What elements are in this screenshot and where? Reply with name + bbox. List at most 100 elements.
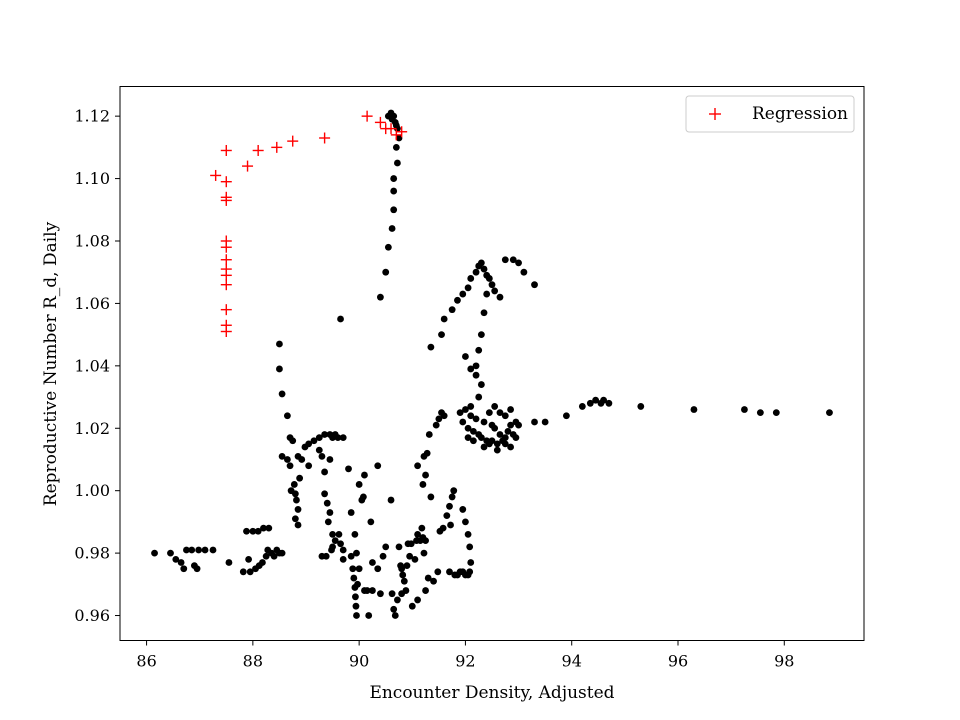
data-point xyxy=(470,437,477,445)
data-point xyxy=(374,462,382,470)
data-point xyxy=(741,406,748,413)
data-point xyxy=(563,412,570,420)
y-axis-ticks: 0.96 0.98 1.00 1.02 1.04 1.06 1.08 1.10 1.12 xyxy=(74,107,120,625)
data-point xyxy=(363,587,371,594)
data-point xyxy=(329,530,336,538)
data-point xyxy=(422,537,429,545)
data-point xyxy=(293,496,300,504)
data-point xyxy=(335,530,343,538)
data-point xyxy=(501,434,509,442)
data-point xyxy=(361,471,368,479)
data-point xyxy=(394,159,401,167)
data-point xyxy=(183,546,190,554)
data-point xyxy=(515,259,522,267)
data-point xyxy=(427,493,435,501)
data-point xyxy=(390,112,398,120)
data-point xyxy=(331,537,339,545)
data-point xyxy=(414,596,421,604)
data-point xyxy=(315,446,323,454)
data-point xyxy=(290,481,298,488)
data-point xyxy=(435,415,443,423)
regression-point xyxy=(210,169,222,181)
data-point xyxy=(541,418,549,426)
data-point xyxy=(509,256,517,264)
data-point xyxy=(690,406,698,413)
data-point xyxy=(472,415,480,423)
data-point xyxy=(427,343,435,351)
data-point xyxy=(480,418,488,426)
data-point xyxy=(326,456,334,463)
data-point xyxy=(454,296,461,304)
data-point xyxy=(225,559,233,566)
data-point xyxy=(520,268,528,276)
regression-point xyxy=(220,269,232,281)
data-point xyxy=(406,552,414,560)
data-point xyxy=(246,568,254,576)
data-point xyxy=(321,490,328,498)
data-point xyxy=(496,409,504,417)
data-point xyxy=(756,409,764,417)
data-point xyxy=(352,602,360,610)
data-point xyxy=(284,456,291,463)
data-point xyxy=(326,509,334,516)
regression-point xyxy=(220,241,232,253)
data-point xyxy=(464,424,472,432)
regression-point xyxy=(220,304,232,316)
data-point xyxy=(382,268,390,276)
data-point xyxy=(507,406,514,413)
data-point xyxy=(324,518,332,526)
regression-point xyxy=(220,194,232,206)
data-point xyxy=(446,568,453,576)
data-point xyxy=(493,446,501,454)
data-point xyxy=(418,524,426,532)
data-point xyxy=(448,306,456,314)
data-point xyxy=(353,549,360,557)
data-point xyxy=(480,309,488,317)
data-point xyxy=(388,225,396,232)
legend-marker-plus xyxy=(709,108,721,120)
regression-point xyxy=(220,326,232,338)
data-point xyxy=(496,431,504,438)
data-point xyxy=(475,346,483,354)
data-point xyxy=(447,521,454,529)
data-point xyxy=(459,290,467,298)
data-point xyxy=(438,331,445,339)
data-point xyxy=(296,474,304,482)
data-point xyxy=(515,421,522,429)
data-point xyxy=(294,506,302,513)
data-point xyxy=(278,390,286,398)
regression-point xyxy=(220,144,232,156)
data-point xyxy=(464,530,472,538)
regression-point xyxy=(374,116,386,128)
data-point xyxy=(477,381,485,388)
data-point xyxy=(477,434,485,442)
data-point xyxy=(367,518,375,526)
data-point xyxy=(411,555,419,563)
data-point xyxy=(467,403,475,410)
data-point xyxy=(345,465,352,473)
data-point xyxy=(259,559,266,566)
data-point xyxy=(398,565,406,573)
data-point xyxy=(239,568,247,576)
x-tick-label: 92 xyxy=(455,652,475,671)
data-point xyxy=(339,434,347,442)
regression-point xyxy=(287,135,299,147)
data-point xyxy=(387,496,395,504)
data-point xyxy=(245,555,253,563)
data-point xyxy=(394,596,401,604)
data-point xyxy=(466,568,474,576)
data-point xyxy=(434,568,442,576)
data-point xyxy=(243,527,250,535)
regression-point xyxy=(220,254,232,266)
data-point xyxy=(350,574,358,582)
data-point xyxy=(467,365,475,373)
data-marks xyxy=(151,109,833,619)
data-point xyxy=(491,403,499,410)
data-point xyxy=(291,515,299,523)
data-point xyxy=(315,434,323,442)
data-point xyxy=(305,440,313,448)
data-point xyxy=(395,543,403,551)
data-point xyxy=(284,412,291,420)
data-point xyxy=(188,546,196,554)
regression-point xyxy=(385,123,397,135)
